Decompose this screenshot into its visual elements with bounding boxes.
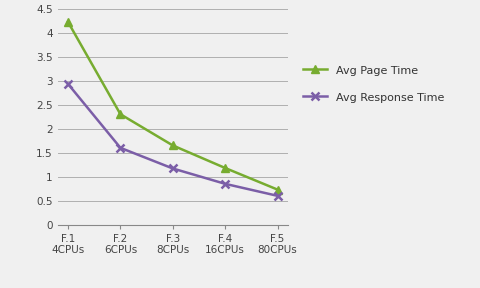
Avg Page Time bbox=[65, 20, 71, 24]
Avg Response Time bbox=[65, 82, 71, 86]
Avg Page Time bbox=[118, 113, 123, 116]
Legend: Avg Page Time, Avg Response Time: Avg Page Time, Avg Response Time bbox=[303, 64, 444, 105]
Avg Response Time bbox=[275, 194, 280, 198]
Avg Page Time bbox=[222, 166, 228, 170]
Line: Avg Response Time: Avg Response Time bbox=[64, 80, 282, 200]
Line: Avg Page Time: Avg Page Time bbox=[64, 18, 282, 194]
Avg Page Time bbox=[275, 188, 280, 191]
Avg Page Time bbox=[170, 144, 176, 147]
Avg Response Time bbox=[170, 167, 176, 170]
Avg Response Time bbox=[222, 182, 228, 185]
Avg Response Time bbox=[118, 146, 123, 149]
